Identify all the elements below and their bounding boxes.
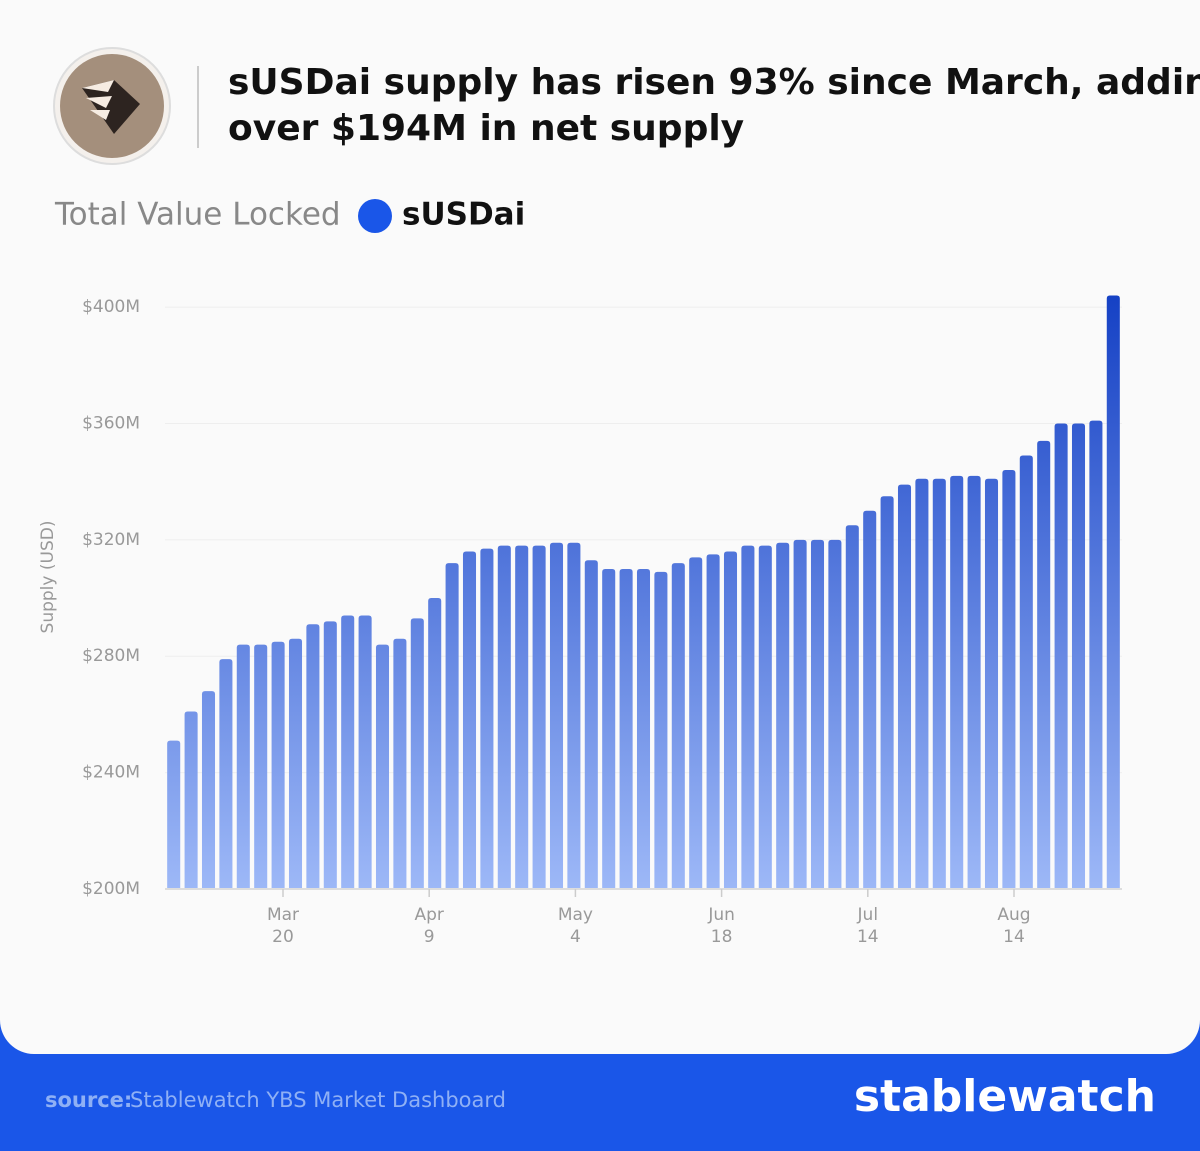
y-tick-label: $400M (82, 297, 140, 317)
bar (845, 525, 859, 889)
bar (288, 638, 303, 889)
bar (1002, 470, 1016, 889)
logo (53, 47, 171, 165)
bar (636, 568, 651, 889)
bar (619, 568, 633, 889)
source-prefix: source: (45, 1088, 132, 1112)
bar (1071, 423, 1086, 889)
bar (184, 711, 198, 889)
y-tick-label: $320M (82, 530, 140, 550)
bar (219, 659, 233, 889)
bar (306, 624, 320, 889)
bar (201, 691, 216, 889)
bar (515, 545, 529, 889)
y-tick-label: $280M (82, 646, 140, 666)
bar (393, 638, 407, 889)
bar (984, 478, 999, 889)
bar (236, 644, 250, 889)
bar (671, 563, 685, 889)
bar (828, 539, 842, 889)
bar (410, 618, 424, 889)
bar (793, 539, 807, 889)
brand: stablewatch (854, 1071, 1156, 1122)
bar (863, 510, 877, 889)
bar (532, 545, 546, 889)
bar (341, 615, 355, 889)
bar (497, 545, 511, 889)
bar (584, 560, 598, 889)
legend-title: Total Value Locked (54, 197, 341, 233)
bar (375, 644, 390, 889)
bar (1054, 423, 1068, 889)
bar (776, 542, 790, 889)
y-axis-label: Supply (USD) (38, 521, 58, 634)
bar (462, 551, 477, 889)
bar (254, 644, 268, 889)
legend-label: sUSDai (402, 197, 525, 233)
x-tick-label: Apr 9 (414, 905, 443, 947)
bar (654, 571, 668, 889)
bar (428, 598, 442, 889)
bar (549, 542, 564, 889)
bar (706, 554, 720, 889)
source-text: Stablewatch YBS Market Dashboard (130, 1088, 506, 1112)
bar (480, 548, 494, 889)
bar (967, 475, 981, 889)
x-tick-label: Aug 14 (997, 905, 1030, 947)
bar (758, 545, 772, 889)
bar (723, 551, 738, 889)
x-tick-label: Jul 14 (857, 905, 879, 947)
bar (602, 568, 616, 889)
bar (932, 478, 946, 889)
bar (810, 539, 825, 889)
legend-swatch (358, 199, 392, 233)
bar (897, 484, 912, 889)
y-tick-label: $360M (82, 413, 140, 433)
bar (880, 496, 894, 889)
x-tick-label: Jun 18 (707, 905, 735, 947)
x-tick-label: May 4 (558, 905, 593, 947)
y-tick-label: $240M (82, 763, 140, 783)
bar (445, 563, 459, 889)
bar (358, 615, 372, 889)
bar (1019, 455, 1033, 889)
y-tick-label: $200M (82, 879, 140, 899)
bar (689, 557, 703, 889)
bar (741, 545, 755, 889)
bar (915, 478, 929, 889)
bar (567, 542, 581, 889)
chart-title: sUSDai supply has risen 93% since March,… (228, 62, 1200, 149)
x-tick-label: Mar 20 (267, 905, 299, 947)
bar (1037, 440, 1051, 889)
bar (323, 621, 337, 889)
bar (950, 475, 964, 889)
bar (1089, 420, 1103, 889)
bar (167, 740, 181, 889)
bar (1106, 295, 1120, 889)
bar (271, 641, 285, 889)
